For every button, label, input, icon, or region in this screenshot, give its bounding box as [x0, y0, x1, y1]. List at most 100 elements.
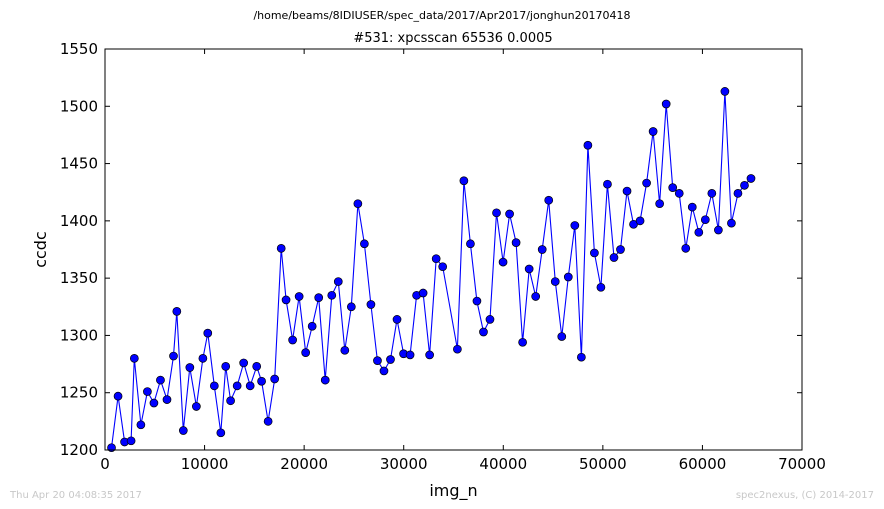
- data-point: [466, 239, 475, 249]
- data-point: [257, 376, 266, 386]
- data-point: [392, 315, 402, 324]
- data-point: [270, 374, 280, 384]
- data-point: [524, 264, 534, 274]
- data-point: [129, 353, 139, 363]
- data-point: [642, 178, 651, 188]
- data-point: [373, 356, 382, 365]
- data-point: [661, 99, 671, 109]
- data-point: [550, 277, 560, 286]
- series-layer: [107, 87, 756, 453]
- data-point: [418, 288, 428, 298]
- x-tick-label: 50000: [579, 455, 627, 473]
- data-point: [252, 362, 262, 371]
- data-point: [609, 253, 619, 262]
- x-tick-label: 30000: [380, 455, 428, 473]
- data-point: [577, 352, 586, 362]
- data-point: [239, 358, 249, 368]
- data-point: [405, 350, 415, 360]
- data-point: [288, 335, 297, 345]
- data-point: [518, 337, 527, 347]
- data-point: [537, 245, 547, 254]
- data-point: [583, 140, 593, 150]
- data-point: [346, 302, 356, 312]
- data-point: [353, 199, 363, 209]
- data-point: [149, 398, 159, 408]
- data-point: [472, 296, 482, 306]
- data-point: [216, 428, 226, 438]
- y-tick-label: 1200: [60, 441, 98, 459]
- data-point: [172, 307, 182, 316]
- data-point: [198, 353, 208, 363]
- data-point: [126, 436, 136, 446]
- data-point: [327, 290, 337, 300]
- x-tick-label: 20000: [280, 455, 328, 473]
- data-point: [245, 381, 255, 391]
- data-point: [320, 375, 330, 385]
- data-point: [425, 350, 434, 360]
- data-point: [557, 332, 567, 341]
- data-point: [655, 199, 664, 209]
- data-point: [203, 328, 213, 338]
- data-point: [162, 395, 172, 404]
- data-point: [733, 189, 743, 198]
- data-point: [720, 87, 730, 96]
- data-point: [648, 127, 658, 136]
- data-point: [459, 176, 469, 186]
- x-tick-label: 40000: [479, 455, 527, 473]
- data-point: [563, 272, 573, 282]
- y-tick-label: 1500: [60, 97, 98, 115]
- chart-title: #531: xpcsscan 65536 0.0005: [353, 31, 552, 46]
- data-point: [192, 402, 201, 411]
- data-point: [603, 179, 612, 189]
- data-point: [622, 186, 632, 196]
- footer-credit: spec2nexus, (C) 2014-2017: [735, 490, 874, 501]
- data-point: [156, 375, 165, 385]
- data-point: [531, 292, 541, 301]
- data-point: [438, 262, 448, 272]
- data-point: [740, 180, 749, 190]
- x-tick-label: 60000: [679, 455, 727, 473]
- data-point: [113, 391, 123, 401]
- data-point: [333, 277, 343, 286]
- data-point: [700, 215, 710, 225]
- y-tick-label: 1350: [60, 269, 98, 287]
- data-point: [209, 381, 219, 391]
- data-point: [281, 295, 291, 305]
- data-point: [707, 189, 717, 198]
- data-point: [570, 221, 580, 230]
- y-tick-label: 1400: [60, 212, 98, 230]
- plot-frame: [104, 48, 803, 451]
- x-tick-label: 10000: [181, 455, 229, 473]
- data-point: [294, 292, 304, 301]
- data-point: [379, 366, 389, 376]
- data-point: [366, 300, 376, 309]
- file-path-title: /home/beams/8IDIUSER/spec_data/2017/Apr2…: [253, 9, 630, 22]
- data-point: [714, 225, 723, 235]
- data-point: [307, 321, 317, 331]
- y-tick-label: 1250: [60, 384, 98, 402]
- data-point: [492, 208, 501, 218]
- data-point: [674, 189, 684, 198]
- data-point: [544, 195, 554, 205]
- data-point: [431, 254, 441, 264]
- data-point: [635, 216, 645, 226]
- data-point: [596, 282, 606, 292]
- data-point: [263, 417, 273, 426]
- data-point: [727, 218, 736, 228]
- data-point: [136, 420, 146, 430]
- data-point: [169, 351, 178, 361]
- data-point: [340, 345, 350, 355]
- data-point: [694, 227, 704, 237]
- data-point: [107, 443, 116, 453]
- data-point: [687, 202, 697, 212]
- data-point: [498, 257, 508, 267]
- series-line: [110, 91, 752, 448]
- x-tick-label: 0: [100, 455, 110, 473]
- data-point: [226, 396, 235, 406]
- y-tick-label: 1300: [60, 326, 98, 344]
- data-point: [276, 244, 286, 253]
- data-point: [386, 355, 395, 364]
- data-point: [221, 362, 231, 371]
- footer-timestamp: Thu Apr 20 04:08:35 2017: [10, 490, 142, 501]
- data-point: [143, 387, 152, 396]
